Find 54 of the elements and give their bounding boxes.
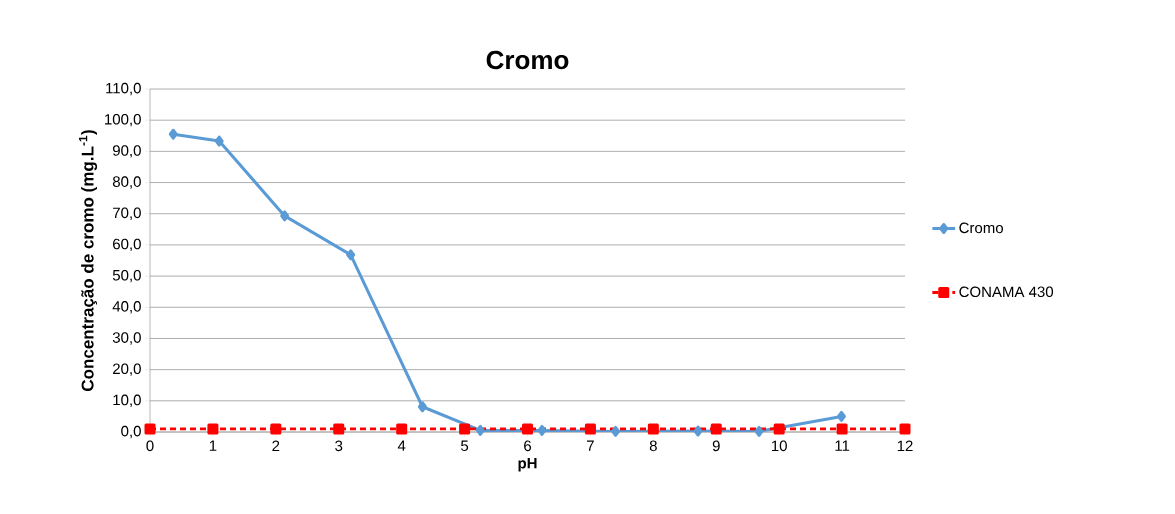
x-tick-label: 9 bbox=[712, 440, 720, 452]
chart-title: Cromo bbox=[486, 50, 569, 70]
y-tick-label: 70,0 bbox=[113, 207, 141, 220]
point bbox=[280, 210, 290, 222]
x-tick-label: 10 bbox=[771, 440, 787, 452]
point bbox=[333, 423, 345, 435]
y-axis-title: Concentração de cromo (mg.L$^{-1}$) bbox=[79, 130, 98, 391]
y-tick-label: 100,0 bbox=[105, 113, 141, 127]
x-tick-label: 12 bbox=[897, 440, 913, 452]
point bbox=[584, 423, 596, 435]
x-tick-label: 5 bbox=[461, 440, 469, 451]
x-tick-label: 3 bbox=[335, 440, 343, 452]
point bbox=[537, 424, 547, 436]
y-tick-label: 10,0 bbox=[113, 394, 141, 408]
x-tick-label: 7 bbox=[587, 440, 594, 451]
point bbox=[522, 423, 534, 435]
point bbox=[836, 423, 848, 435]
point bbox=[214, 135, 224, 147]
x-tick-label: 2 bbox=[272, 440, 280, 452]
x-tick-label: 11 bbox=[835, 440, 850, 451]
y-tick-label: 40,0 bbox=[112, 301, 141, 314]
point bbox=[475, 424, 485, 436]
point bbox=[611, 425, 621, 437]
y-tick-label: 90,0 bbox=[112, 145, 141, 158]
x-axis-title: pH bbox=[518, 458, 537, 472]
y-tick-label: 80,0 bbox=[112, 176, 141, 189]
x-tick-label: 0 bbox=[146, 440, 154, 452]
y-tick-label: 30,0 bbox=[112, 332, 141, 345]
point bbox=[899, 423, 911, 435]
point bbox=[647, 423, 659, 435]
point bbox=[459, 423, 471, 435]
y-tick-label: 60,0 bbox=[113, 238, 141, 252]
y-tick-label: 0,0 bbox=[121, 425, 141, 439]
point bbox=[270, 423, 282, 435]
point bbox=[417, 401, 427, 413]
x-tick-label: 1 bbox=[209, 440, 217, 451]
y-tick-label: 20,0 bbox=[113, 363, 141, 376]
legend-label: CONAMA 430 bbox=[959, 286, 1054, 298]
point bbox=[693, 425, 703, 437]
y-tick-label: 50,0 bbox=[112, 269, 141, 283]
y-tick-label: 110,0 bbox=[106, 82, 141, 96]
point bbox=[207, 423, 219, 435]
x-tick-label: 8 bbox=[649, 440, 657, 452]
point bbox=[836, 410, 846, 422]
legend-label: Cromo bbox=[959, 222, 1003, 234]
x-tick-label: 6 bbox=[524, 440, 532, 452]
point bbox=[346, 249, 356, 261]
point bbox=[144, 423, 156, 435]
point bbox=[754, 425, 764, 437]
x-tick-label: 4 bbox=[397, 440, 406, 451]
point bbox=[773, 423, 785, 435]
point bbox=[168, 128, 178, 140]
point bbox=[396, 423, 408, 435]
point bbox=[710, 423, 722, 435]
